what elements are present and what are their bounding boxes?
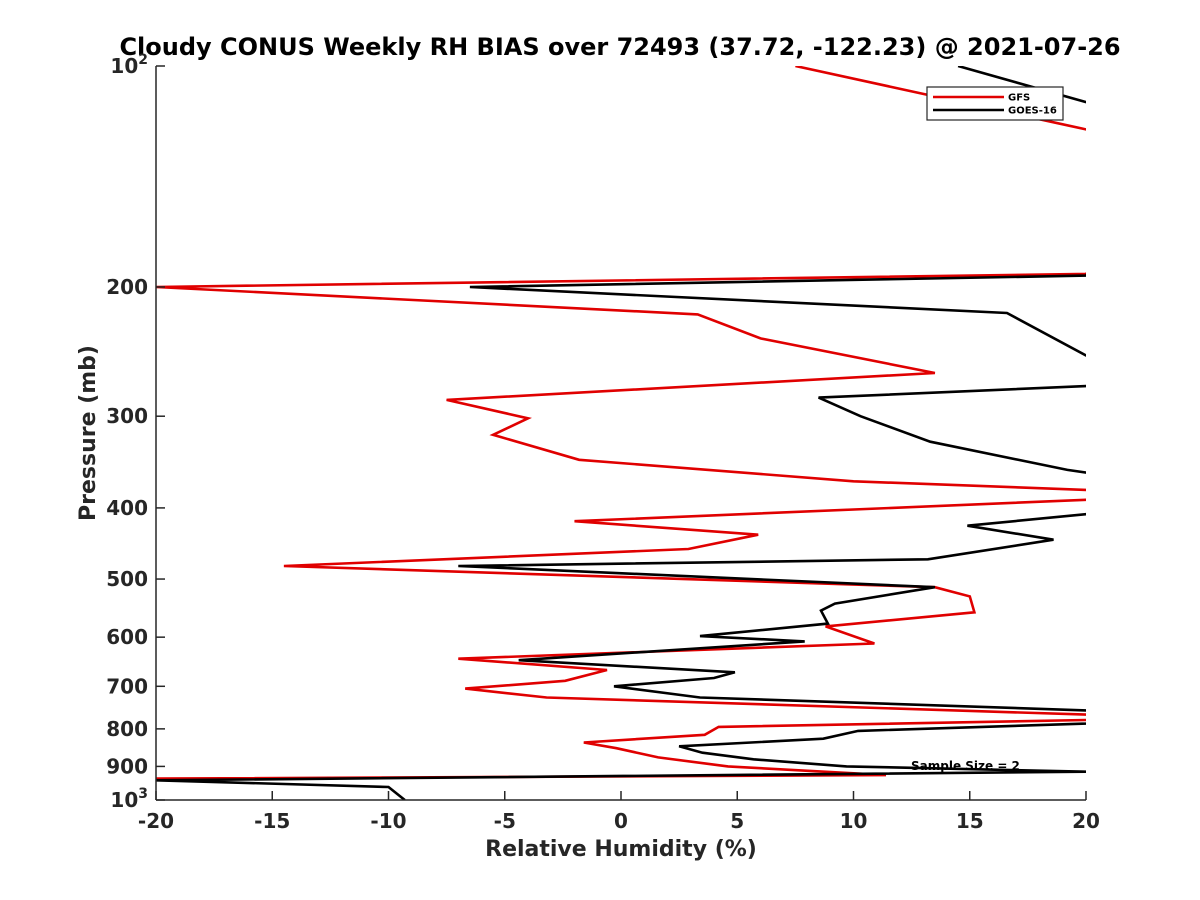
x-tick-label: -15 [254, 809, 290, 833]
y-tick-label: 600 [106, 625, 148, 649]
x-tick-label: 5 [730, 809, 744, 833]
y-tick-label: 103 [110, 786, 148, 812]
y-axis-label: Pressure (mb) [76, 345, 101, 521]
y-tick-label: 200 [106, 275, 148, 299]
y-tick-label: 900 [106, 754, 148, 778]
x-tick-label: -5 [494, 809, 516, 833]
y-tick-label: 102 [110, 52, 148, 78]
chart-title: Cloudy CONUS Weekly RH BIAS over 72493 (… [119, 33, 1120, 61]
x-axis-label: Relative Humidity (%) [485, 837, 757, 862]
y-ticks: 102 200 300 400 500 600 700 800 900 103 [106, 52, 165, 812]
legend-label-goes16: GOES-16 [1008, 106, 1057, 117]
x-tick-label: 10 [840, 809, 868, 833]
x-tick-label: -20 [138, 809, 174, 833]
x-ticks: -20 -15 -10 -5 0 5 10 15 20 [138, 791, 1100, 833]
y-tick-label: 500 [106, 567, 148, 591]
sample-size-annotation: Sample Size = 2 [911, 759, 1020, 773]
x-tick-label: 20 [1072, 809, 1100, 833]
series-layer [156, 66, 1086, 800]
x-tick-label: 15 [956, 809, 984, 833]
legend-label-gfs: GFS [1008, 93, 1030, 104]
y-tick-label: 800 [106, 717, 148, 741]
y-tick-label: 300 [106, 404, 148, 428]
y-tick-label: 700 [106, 674, 148, 698]
x-tick-label: -10 [370, 809, 406, 833]
legend-box [926, 86, 1064, 121]
x-tick-label: 0 [614, 809, 628, 833]
series-line-gfs [156, 66, 1086, 780]
series-line-goes16 [156, 66, 1086, 800]
y-tick-label: 400 [106, 496, 148, 520]
legend: GFS GOES-16 [926, 86, 1064, 121]
